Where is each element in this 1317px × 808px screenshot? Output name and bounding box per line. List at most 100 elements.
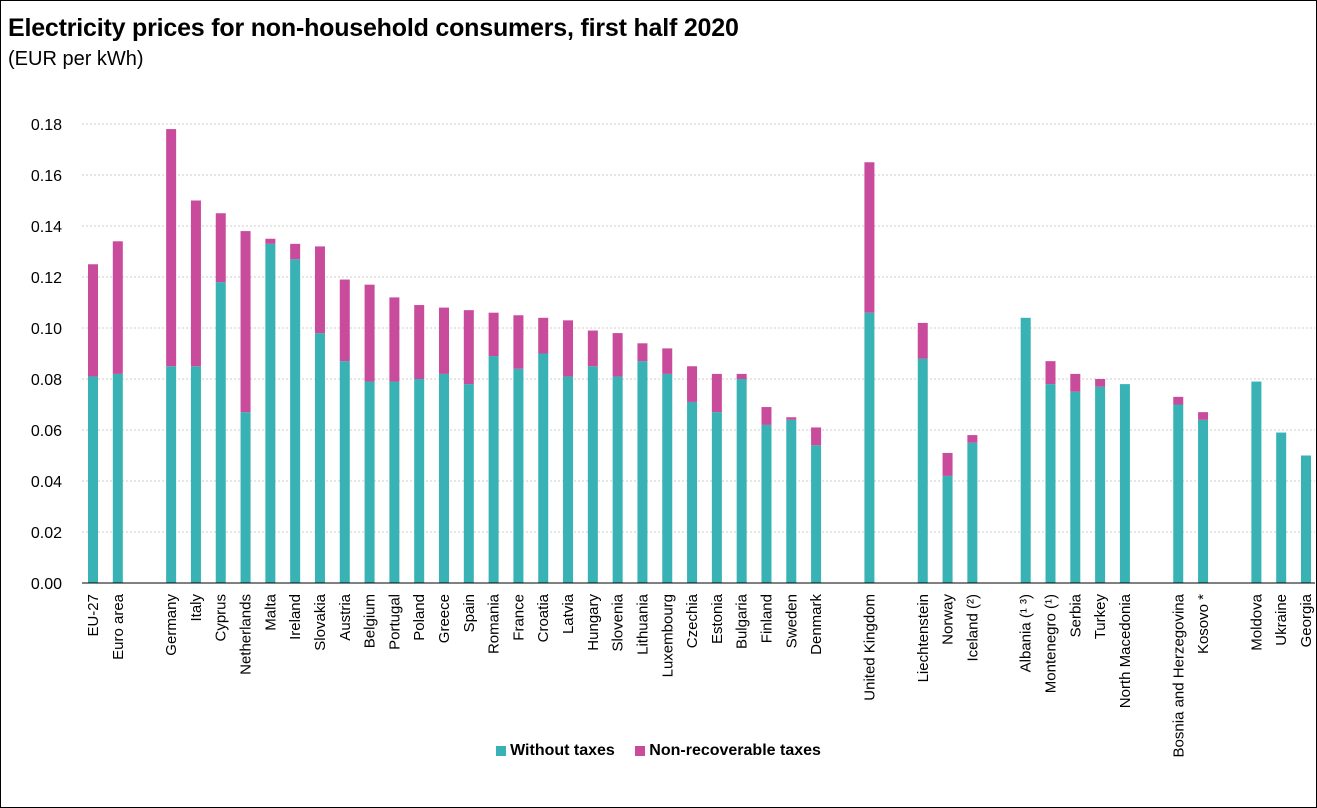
legend-swatch-without-taxes xyxy=(496,746,507,756)
bar-without-taxes xyxy=(339,361,350,583)
x-tick-label: Estonia xyxy=(709,593,726,644)
chart-subtitle: (EUR per kWh) xyxy=(8,48,144,70)
bar-without-taxes xyxy=(811,445,822,583)
bar-non-recoverable-taxes xyxy=(662,348,673,374)
x-tick-label: Slovakia xyxy=(312,593,329,650)
bar-non-recoverable-taxes xyxy=(439,307,450,374)
x-tick-label: Latvia xyxy=(560,593,577,634)
bar-without-taxes xyxy=(1020,317,1031,583)
bar-without-taxes xyxy=(314,333,325,583)
bar-without-taxes xyxy=(389,381,400,583)
bar-non-recoverable-taxes xyxy=(736,373,747,379)
legend-label-without-taxes: Without taxes xyxy=(510,742,615,759)
bar-without-taxes xyxy=(488,356,499,583)
x-tick-label: Bosnia and Herzegovina xyxy=(1170,593,1187,757)
x-tick-label: Luxembourg xyxy=(659,594,676,677)
x-tick-label: Denmark xyxy=(808,594,825,655)
y-tick-label: 0.18 xyxy=(31,117,62,134)
bar-non-recoverable-taxes xyxy=(942,452,953,476)
bar-non-recoverable-taxes xyxy=(1198,412,1209,420)
legend-label-non-recoverable-taxes: Non-recoverable taxes xyxy=(649,742,821,759)
x-tick-label: Cyprus xyxy=(213,594,230,642)
bar-non-recoverable-taxes xyxy=(1070,373,1081,392)
bar-non-recoverable-taxes xyxy=(587,330,598,367)
y-tick-label: 0.12 xyxy=(31,270,62,287)
bar-without-taxes xyxy=(265,243,276,583)
legend-swatch-non-recoverable-taxes xyxy=(635,746,646,756)
y-tick-label: 0.06 xyxy=(31,423,62,440)
bar-without-taxes xyxy=(364,381,375,583)
bar-without-taxes xyxy=(942,475,953,583)
bar-non-recoverable-taxes xyxy=(190,200,201,367)
bar-non-recoverable-taxes xyxy=(513,315,524,369)
bar-without-taxes xyxy=(1301,455,1311,583)
bar-non-recoverable-taxes xyxy=(637,343,648,362)
bar-without-taxes xyxy=(711,412,722,583)
x-tick-label: Lithuania xyxy=(634,593,651,655)
bar-without-taxes xyxy=(662,373,673,583)
x-tick-label: Romania xyxy=(486,593,503,654)
x-tick-label: Turkey xyxy=(1092,594,1109,640)
x-tick-label: Sweden xyxy=(783,594,800,648)
bar-non-recoverable-taxes xyxy=(290,243,301,260)
x-tick-label: Czechia xyxy=(684,593,701,648)
bar-non-recoverable-taxes xyxy=(786,417,797,420)
x-tick-label: Norway xyxy=(940,594,957,645)
x-tick-label: Spain xyxy=(461,594,478,632)
y-tick-label: 0.00 xyxy=(31,576,62,593)
bar-without-taxes xyxy=(1198,419,1209,583)
bar-non-recoverable-taxes xyxy=(389,297,400,382)
bar-without-taxes xyxy=(1045,384,1056,583)
bar-non-recoverable-taxes xyxy=(761,407,772,425)
bar-without-taxes xyxy=(463,384,474,583)
x-tick-label: Hungary xyxy=(585,594,602,651)
x-tick-label: Iceland (²) xyxy=(964,594,981,662)
x-tick-label: Albania (¹ ³) xyxy=(1018,594,1035,672)
bar-non-recoverable-taxes xyxy=(612,333,623,377)
bar-non-recoverable-taxes xyxy=(414,305,425,379)
bar-without-taxes xyxy=(587,366,598,583)
bar-without-taxes xyxy=(513,368,524,583)
x-tick-label: Ireland xyxy=(287,594,304,640)
x-tick-label: Serbia xyxy=(1067,593,1084,637)
bar-non-recoverable-taxes xyxy=(1095,379,1106,387)
bar-without-taxes xyxy=(687,401,698,583)
x-tick-label: Kosovo * xyxy=(1195,594,1212,654)
bar-without-taxes xyxy=(414,379,425,583)
x-tick-label: EU-27 xyxy=(85,594,102,637)
chart-title: Electricity prices for non-household con… xyxy=(8,14,739,42)
bar-without-taxes xyxy=(1070,391,1081,583)
x-tick-label: France xyxy=(510,594,527,641)
x-tick-label: United Kingdom xyxy=(861,594,878,701)
bar-non-recoverable-taxes xyxy=(811,427,822,446)
bar-without-taxes xyxy=(215,282,226,583)
bar-non-recoverable-taxes xyxy=(1045,361,1056,385)
bar-without-taxes xyxy=(761,424,772,583)
bar-non-recoverable-taxes xyxy=(488,312,499,357)
bar-non-recoverable-taxes xyxy=(88,264,98,377)
bar-without-taxes xyxy=(563,376,574,583)
bar-non-recoverable-taxes xyxy=(240,231,251,413)
x-tick-label: Netherlands xyxy=(238,594,255,675)
bar-non-recoverable-taxes xyxy=(687,366,698,402)
bar-non-recoverable-taxes xyxy=(112,241,123,374)
y-tick-label: 0.04 xyxy=(31,474,62,491)
bar-non-recoverable-taxes xyxy=(463,310,474,385)
bar-non-recoverable-taxes xyxy=(711,373,722,413)
x-tick-label: Moldova xyxy=(1248,593,1265,650)
bar-non-recoverable-taxes xyxy=(166,129,177,367)
x-tick-label: Slovenia xyxy=(610,593,627,651)
bar-without-taxes xyxy=(112,373,123,583)
bar-without-taxes xyxy=(1095,386,1106,583)
bar-without-taxes xyxy=(439,373,450,583)
bar-non-recoverable-taxes xyxy=(215,213,226,283)
chart-legend: Without taxes Non-recoverable taxes xyxy=(0,742,1317,761)
bar-non-recoverable-taxes xyxy=(563,320,574,377)
bar-without-taxes xyxy=(538,353,549,583)
bar-without-taxes xyxy=(637,361,648,583)
bar-without-taxes xyxy=(1251,381,1262,583)
x-tick-label: Finland xyxy=(758,594,775,643)
bar-non-recoverable-taxes xyxy=(364,284,375,382)
bar-without-taxes xyxy=(1119,384,1130,583)
